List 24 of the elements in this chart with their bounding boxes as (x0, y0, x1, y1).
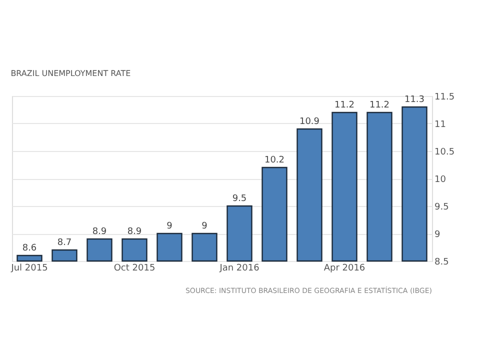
x-tick-label: Jan 2016 (218, 264, 260, 274)
y-tick-label: 11 (434, 120, 446, 130)
y-tick-label: 10.5 (434, 148, 455, 158)
data-label: 9.5 (232, 194, 247, 204)
data-label: 10.9 (299, 117, 320, 127)
x-tick-label: Oct 2015 (114, 264, 156, 274)
y-tick-label: 10 (434, 175, 446, 185)
data-label: 11.3 (404, 95, 425, 105)
data-label: 9 (166, 222, 173, 232)
chart-title: BRAZIL UNEMPLOYMENT RATE (10, 69, 131, 78)
y-tick-label: 9.5 (434, 202, 449, 212)
data-label: 8.6 (22, 244, 37, 254)
y-tick-label: 9 (434, 230, 440, 240)
data-label: 8.7 (57, 238, 72, 248)
y-tick-label: 8.5 (434, 258, 449, 268)
data-label: 11.2 (369, 100, 390, 110)
x-tick-label: Jul 2015 (10, 264, 48, 274)
y-tick-label: 11.5 (434, 92, 455, 102)
data-label: 8.9 (127, 227, 142, 237)
data-label: 9 (202, 222, 208, 232)
data-label: 11.2 (334, 100, 355, 110)
data-label: 8.9 (92, 227, 107, 237)
x-tick-label: Apr 2016 (324, 264, 366, 274)
data-label: 10.2 (264, 156, 285, 166)
